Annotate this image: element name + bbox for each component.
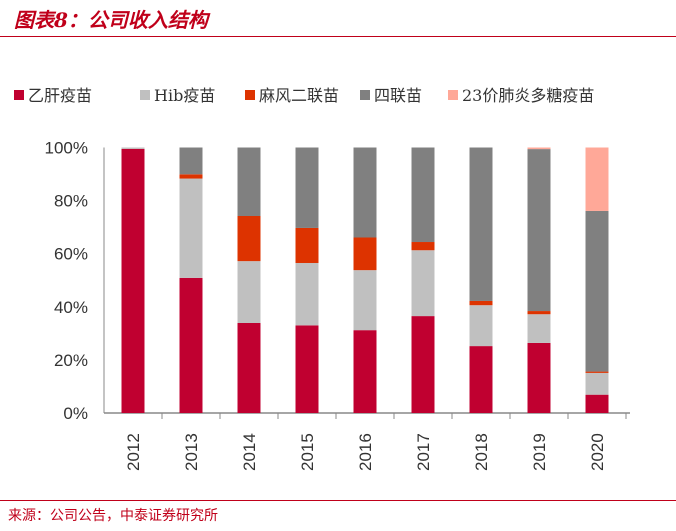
bar-segment — [237, 322, 261, 413]
bar-segment — [585, 371, 609, 373]
legend-label: 23价肺炎多糖疫苗 — [462, 86, 594, 105]
bar-segment — [295, 147, 319, 228]
legend-swatch — [245, 90, 255, 100]
x-tick-label: 2015 — [298, 433, 317, 471]
bar-segment — [353, 270, 377, 331]
bar-segment — [469, 346, 493, 413]
legend-label: 四联苗 — [374, 86, 422, 105]
bar-segment — [469, 300, 493, 306]
bar-segment — [353, 147, 377, 238]
x-tick-label: 2019 — [530, 433, 549, 471]
x-tick-label: 2013 — [182, 433, 201, 471]
bar-segment — [179, 178, 203, 278]
x-tick-label: 2012 — [124, 433, 143, 471]
bar-segment — [237, 147, 261, 216]
bar-segment — [353, 237, 377, 271]
figure-title: 图表8：公司收入结构 — [14, 8, 208, 32]
bar-segment — [585, 147, 609, 211]
bar-segment — [411, 250, 435, 317]
bar-segment — [353, 330, 377, 413]
bar-segment — [237, 215, 261, 262]
bar-segment — [179, 174, 203, 179]
bar-segment — [585, 372, 609, 395]
legend-swatch — [140, 90, 150, 100]
title-divider — [0, 36, 676, 37]
legend-swatch — [448, 90, 458, 100]
bar-segment — [527, 147, 551, 150]
source-divider — [0, 500, 676, 501]
x-tick-label: 2014 — [240, 433, 259, 471]
bar-segment — [295, 227, 319, 263]
y-tick-label: 60% — [54, 245, 88, 264]
legend-swatch — [14, 90, 24, 100]
bar-segment — [121, 147, 145, 149]
bar-segment — [237, 261, 261, 323]
bar-segment — [527, 314, 551, 343]
bar-segment — [411, 242, 435, 251]
bar-segment — [527, 342, 551, 413]
bar-segment — [527, 311, 551, 315]
bar-segment — [585, 394, 609, 413]
bar-segment — [469, 147, 493, 301]
legend-swatch — [360, 90, 370, 100]
y-tick-label: 0% — [63, 404, 88, 423]
y-tick-label: 80% — [54, 192, 88, 211]
bar-segment — [527, 149, 551, 312]
bar-segment — [469, 305, 493, 347]
x-tick-label: 2017 — [414, 433, 433, 471]
bar-segment — [295, 325, 319, 413]
source-note: 来源：公司公告，中泰证券研究所 — [8, 508, 218, 524]
bar-segment — [411, 147, 435, 243]
legend-label: Hib疫苗 — [154, 86, 215, 105]
stacked-bar-chart: 乙肝疫苗 Hib疫苗 麻风二联苗 四联苗 23价肺炎多糖疫苗 0% 20% 40% 60% 80%… — [14, 86, 630, 471]
bar-segment — [411, 316, 435, 413]
y-tick-label: 40% — [54, 298, 88, 317]
bar-segment — [295, 262, 319, 326]
y-tick-label: 100% — [45, 139, 88, 158]
x-tick-label: 2018 — [472, 433, 491, 471]
y-tick-label: 20% — [54, 351, 88, 370]
x-tick-label: 2020 — [588, 433, 607, 471]
bar-segment — [179, 277, 203, 413]
bar-segment — [121, 148, 145, 413]
bar-segment — [179, 147, 203, 175]
x-tick-label: 2016 — [356, 433, 375, 471]
legend-label: 麻风二联苗 — [259, 86, 339, 105]
bar-segment — [585, 210, 609, 372]
legend-label: 乙肝疫苗 — [28, 86, 92, 105]
